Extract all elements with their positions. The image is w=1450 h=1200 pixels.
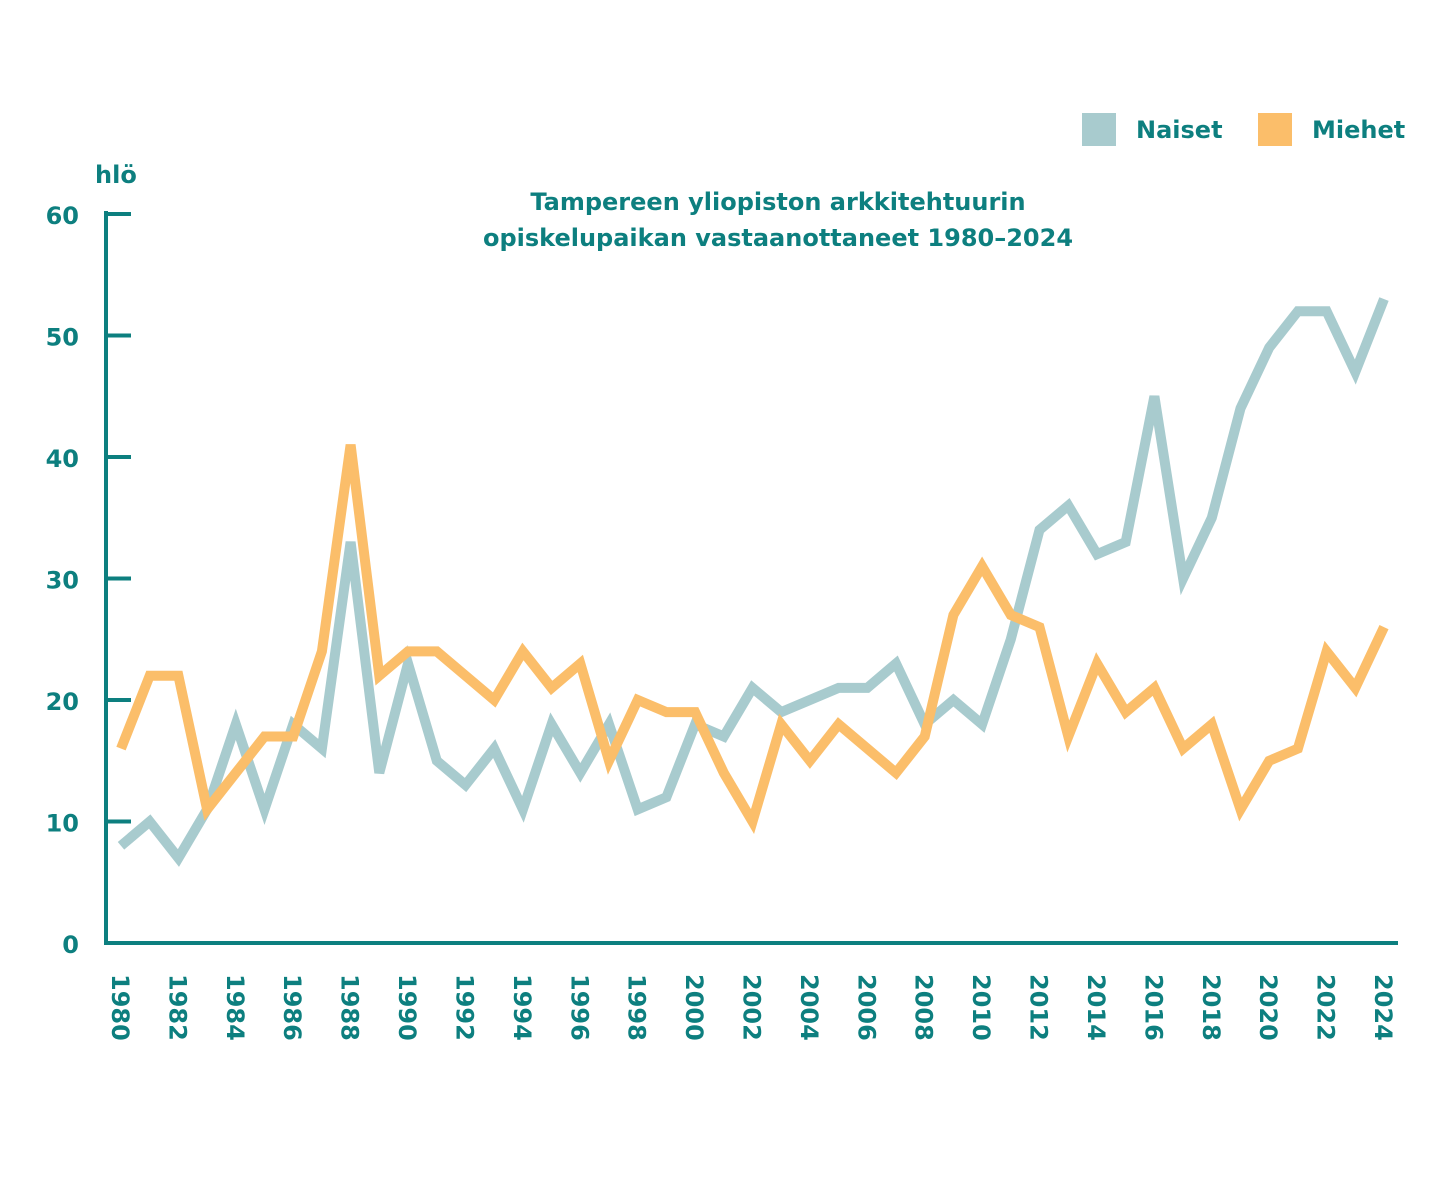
legend-swatch-miehet bbox=[1258, 113, 1292, 146]
series-line-miehet bbox=[116, 444, 1389, 834]
x-tick-label: 1992 bbox=[450, 974, 478, 1041]
x-tick-label: 2012 bbox=[1025, 974, 1053, 1041]
x-tick-label: 2022 bbox=[1312, 974, 1340, 1041]
x-tick-label: 1994 bbox=[508, 974, 536, 1041]
x-tick-label: 2008 bbox=[910, 974, 938, 1041]
chart-title: Tampereen yliopiston arkkitehtuurin opis… bbox=[483, 188, 1073, 252]
x-tick-label: 2004 bbox=[795, 974, 823, 1041]
y-ticks: 0 10 20 30 40 50 60 bbox=[46, 202, 131, 959]
legend: Naiset Miehet bbox=[1082, 113, 1405, 146]
x-ticks: 1980 1982 1984 1986 1988 1990 1992 1994 1996 1998… bbox=[106, 974, 1397, 1041]
legend-swatch-naiset bbox=[1082, 113, 1116, 146]
x-tick-label: 2016 bbox=[1139, 974, 1167, 1041]
y-tick-label: 60 bbox=[46, 202, 79, 230]
x-tick-label: 1988 bbox=[336, 974, 364, 1041]
y-tick-label: 20 bbox=[46, 688, 79, 716]
x-tick-label: 1990 bbox=[393, 974, 421, 1041]
legend-label-miehet: Miehet bbox=[1312, 116, 1405, 144]
series-line-naiset bbox=[117, 297, 1389, 867]
x-tick-label: 2000 bbox=[680, 974, 708, 1041]
chart-title-line-2: opiskelupaikan vastaanottaneet 1980–2024 bbox=[483, 224, 1073, 252]
y-tick-label: 0 bbox=[62, 931, 79, 959]
x-tick-label: 2020 bbox=[1254, 974, 1282, 1041]
x-tick-label: 2024 bbox=[1369, 974, 1397, 1041]
y-tick-label: 50 bbox=[46, 324, 79, 352]
x-tick-label: 1998 bbox=[623, 974, 651, 1041]
x-tick-label: 1996 bbox=[565, 974, 593, 1041]
legend-label-naiset: Naiset bbox=[1136, 116, 1223, 144]
x-tick-label: 1982 bbox=[163, 974, 191, 1041]
x-tick-label: 2010 bbox=[967, 974, 995, 1041]
x-tick-label: 2002 bbox=[738, 974, 766, 1041]
x-tick-label: 2018 bbox=[1197, 974, 1225, 1041]
y-tick-label: 40 bbox=[46, 445, 79, 473]
y-unit-label: hlö bbox=[95, 161, 137, 189]
chart-title-line-1: Tampereen yliopiston arkkitehtuurin bbox=[530, 188, 1025, 216]
y-tick-label: 10 bbox=[46, 810, 79, 838]
x-tick-label: 2014 bbox=[1082, 974, 1110, 1041]
x-tick-label: 1986 bbox=[278, 974, 306, 1041]
x-tick-label: 2006 bbox=[852, 974, 880, 1041]
x-tick-label: 1980 bbox=[106, 974, 134, 1041]
x-tick-label: 1984 bbox=[221, 974, 249, 1041]
y-tick-label: 30 bbox=[46, 567, 79, 595]
series-lines bbox=[116, 297, 1389, 867]
